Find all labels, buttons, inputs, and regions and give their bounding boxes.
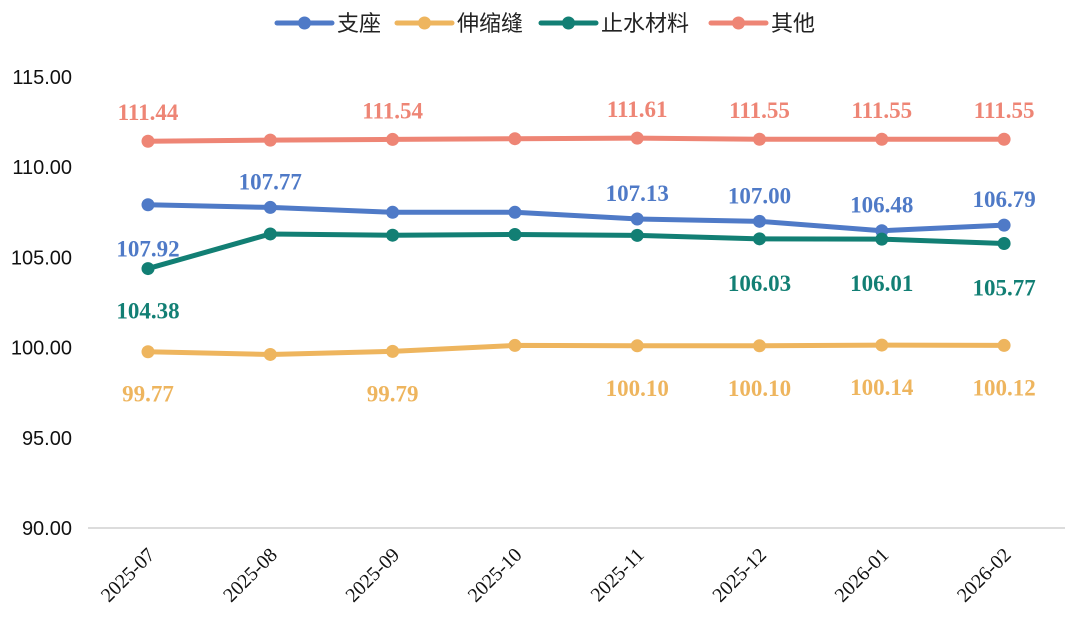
data-point [263,227,277,241]
data-point [630,131,644,145]
data-point [875,232,889,246]
x-tick-label: 2025-11 [587,544,649,606]
legend-label: 支座 [337,12,381,37]
legend-swatch-marker [298,16,311,30]
data-label: 99.77 [122,382,174,407]
data-label: 106.48 [850,193,913,218]
data-label: 111.55 [974,98,1035,123]
data-point [875,132,889,146]
data-label: 107.13 [606,181,669,206]
series-line [145,342,1007,357]
y-tick-label: 110.00 [12,157,72,179]
data-label: 106.79 [972,187,1035,212]
data-point [997,132,1011,146]
data-label: 104.38 [116,299,179,324]
data-point [997,237,1011,251]
series-layer [141,131,1011,361]
data-label: 105.77 [972,276,1035,301]
y-tick-label: 90.00 [22,518,72,540]
data-label: 111.44 [118,100,179,125]
data-label: 111.54 [362,98,423,123]
data-point [508,132,522,146]
data-label: 107.92 [116,237,179,262]
legend-item-3: 其他 [708,12,815,37]
x-tick-label: 2025-08 [219,544,282,607]
data-point [141,345,155,359]
data-point [753,232,766,246]
series-1 [141,338,1011,361]
data-label: 99.79 [367,381,419,406]
series-3 [141,131,1011,148]
data-point [508,338,522,352]
legend-label: 其他 [771,12,815,37]
legend-item-0: 支座 [274,12,381,37]
data-point [386,205,400,219]
data-labels: 107.92 107.77 107.13 107.00 106.48 106.79 99.7… [116,97,1035,407]
legend-swatch-marker [732,16,745,30]
data-point [630,339,644,353]
x-tick-label: 2025-07 [97,544,160,607]
data-point [141,198,155,212]
y-tick-label: 115.00 [12,67,72,89]
data-label: 107.77 [239,169,302,194]
data-point [875,338,889,352]
y-tick-label: 100.00 [11,338,72,360]
data-label: 106.03 [728,271,791,296]
data-point [630,212,644,226]
data-point [753,339,766,353]
data-label: 107.00 [728,183,791,208]
data-point [753,214,766,228]
series-2 [141,227,1011,276]
x-tick-label: 2025-10 [464,544,527,607]
data-point [997,338,1011,352]
y-tick-label: 105.00 [11,247,72,269]
data-label: 111.55 [851,98,912,123]
data-point [630,228,644,242]
legend-swatch-marker [418,16,431,30]
x-tick-label: 2026-01 [831,544,894,607]
data-point [508,205,522,219]
data-point [386,228,400,242]
legend: 支座 伸缩缝 止水材料 其他 [274,12,815,37]
x-axis: 2025-07 2025-08 2025-09 2025-10 2025-11 2025-… [88,527,1065,607]
y-axis: 90.00 95.00 100.00 105.00 110.00 115.00 [11,67,72,540]
data-point [508,227,522,241]
legend-label: 伸缩缝 [457,12,523,37]
data-label: 111.55 [729,98,790,123]
data-point [753,132,766,146]
series-line [145,135,1007,144]
legend-swatch-marker [562,16,575,30]
data-label: 100.14 [850,375,914,400]
x-tick-label: 2025-12 [708,544,771,607]
data-point [263,200,277,214]
data-point [386,344,400,358]
data-label: 100.10 [606,376,669,401]
legend-item-1: 伸缩缝 [394,12,523,37]
legend-label: 止水材料 [601,12,689,37]
data-point [997,218,1011,232]
data-point [386,132,400,146]
data-label: 100.10 [728,376,791,401]
data-label: 100.12 [972,375,1035,400]
x-tick-label: 2026-02 [953,544,1016,607]
y-tick-label: 95.00 [22,428,72,450]
data-point [141,134,155,148]
series-line [145,202,1007,234]
data-label: 106.01 [850,271,913,296]
data-point [263,347,277,361]
data-point [263,133,277,147]
data-point [141,262,155,276]
legend-item-2: 止水材料 [538,12,689,37]
series-line [145,231,1007,272]
x-tick-label: 2025-09 [341,544,404,607]
data-label: 111.61 [607,97,668,122]
